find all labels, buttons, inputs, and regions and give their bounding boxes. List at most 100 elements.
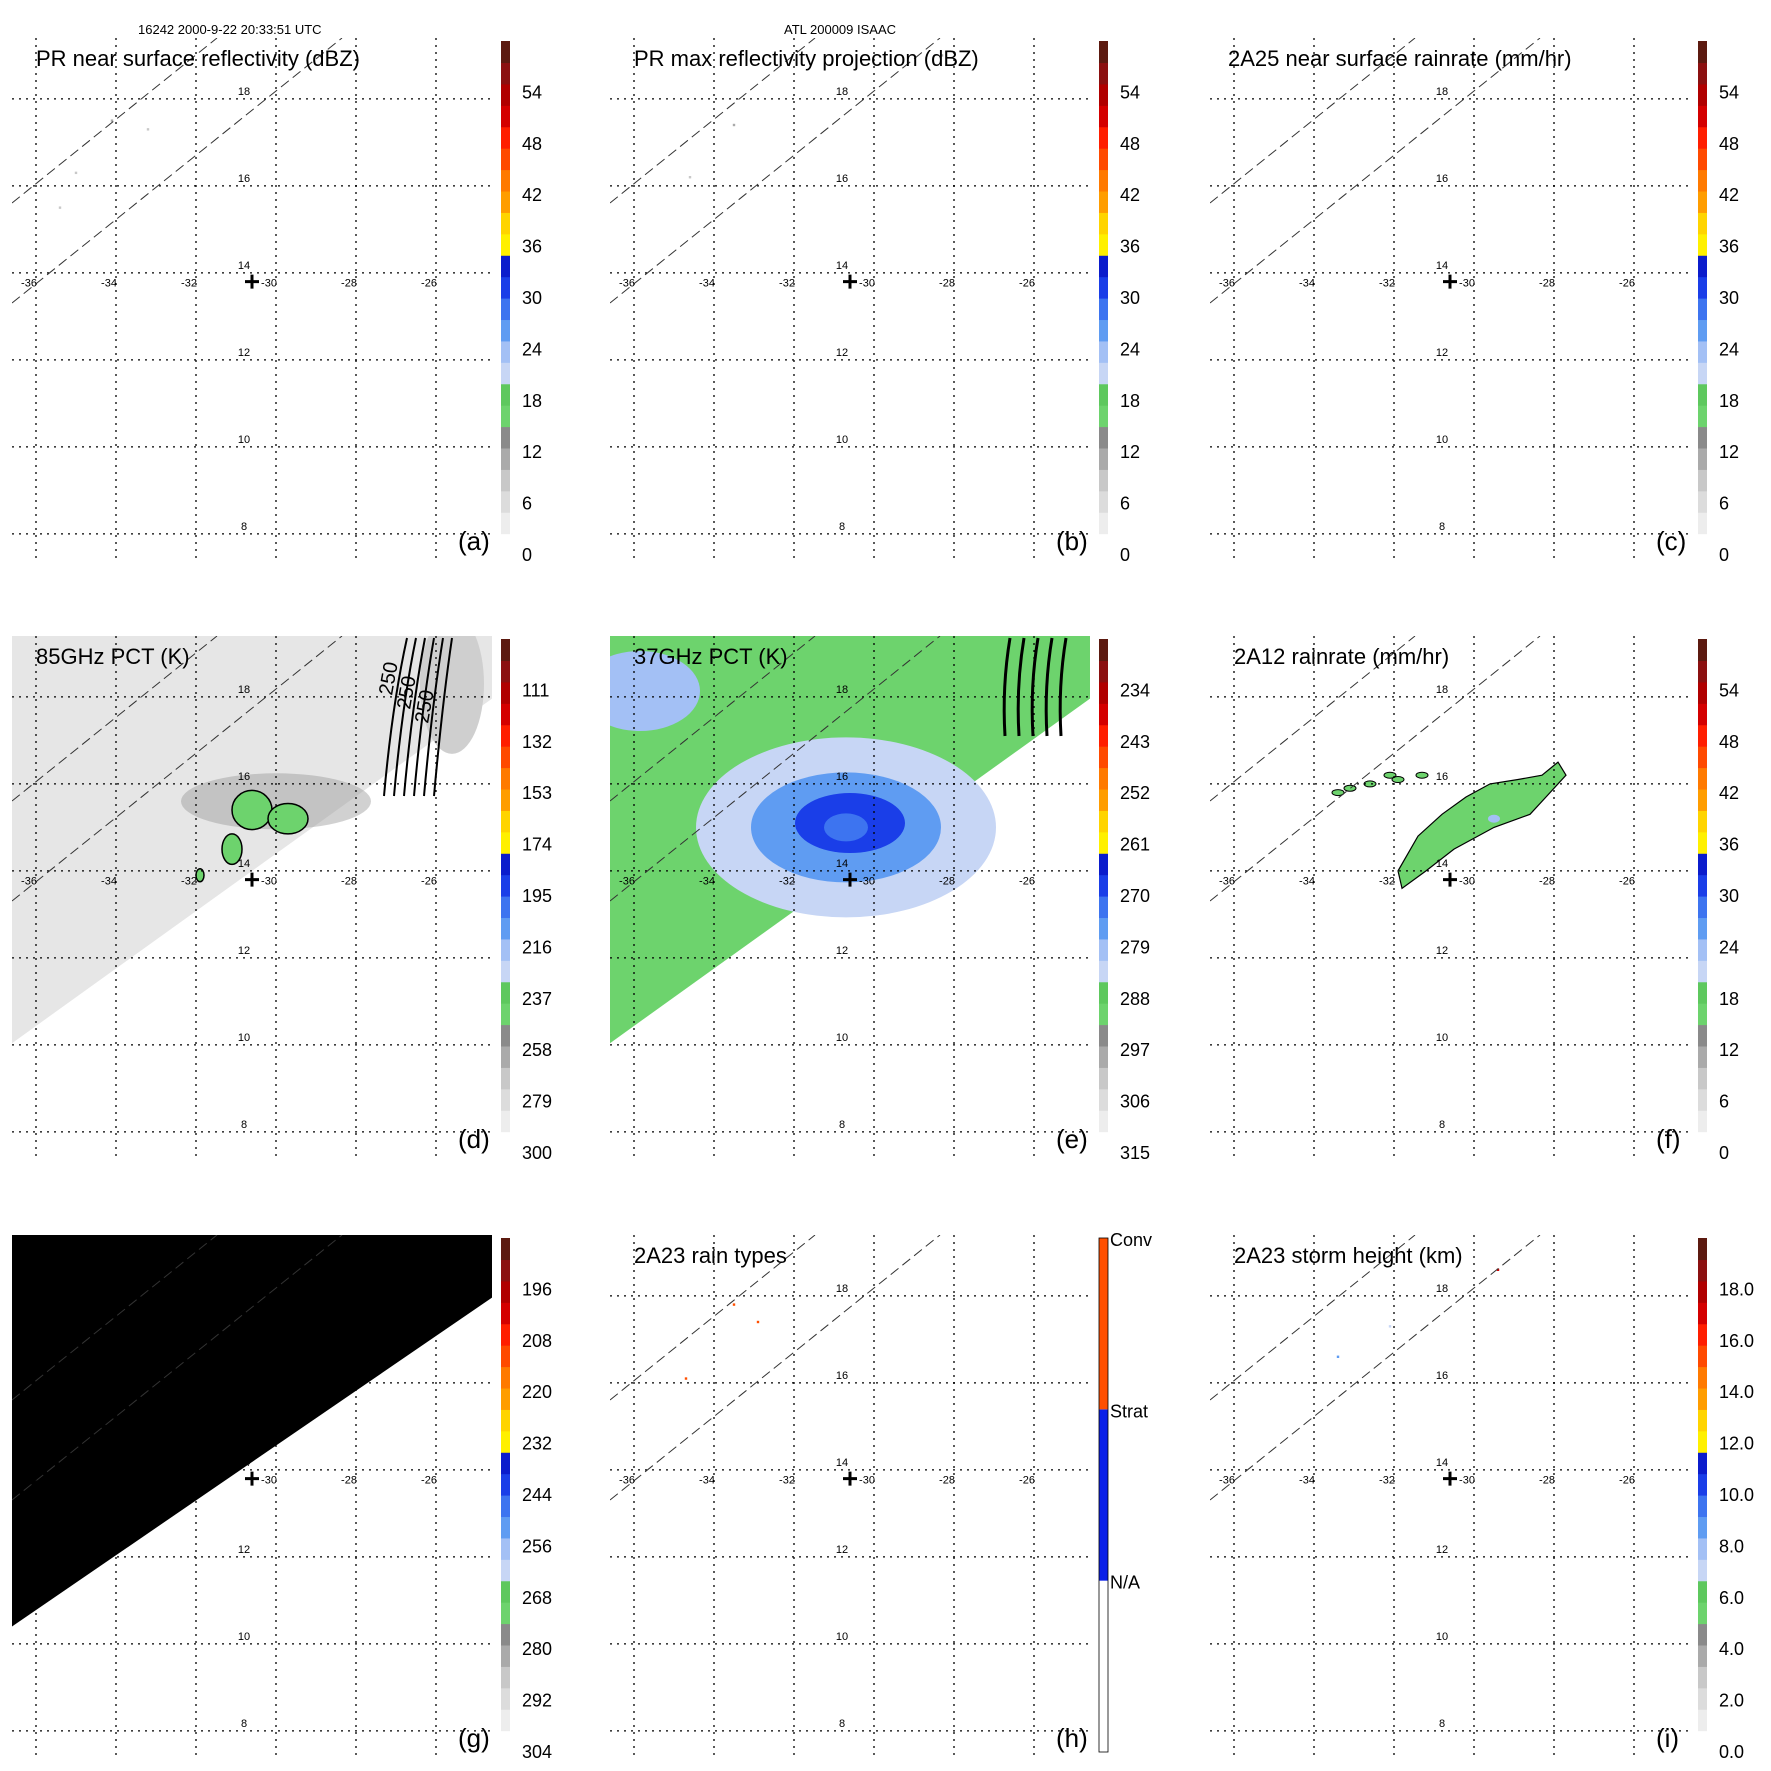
colorbar-label-6: 36 [522,237,542,257]
colorbar-seg-23 [1698,639,1707,662]
swath-edge-1 [12,636,218,802]
colorbar-seg-11 [1698,896,1707,919]
colorbar-label-9: 54 [522,82,542,102]
colorbar-label-3: 237 [522,989,552,1009]
panel-a: -36 -34 -32 -30 -28 -26 8 10 12 14 16 18 PR near sur… [12,38,542,565]
colorbar-b: 0 6 12 18 24 30 36 42 48 54 [1099,41,1140,565]
colorbar-seg-16 [1099,190,1108,213]
lon-tick-4: -28 [341,278,357,290]
colorbar-seg-2 [1698,1088,1707,1111]
colorbar-seg-7 [1698,981,1707,1004]
lon-tick-4: -28 [939,1475,955,1487]
panel-b-map: -36 -34 -32 -30 -28 -26 8 10 12 14 16 18 [610,38,1090,560]
lon-tick-1: -34 [699,876,715,888]
colorbar-seg-1 [1099,1110,1108,1133]
colorbar-label-8: 48 [1719,732,1739,752]
colorbar-d: 300 279 258 237 216 195 174 153 132 111 [501,639,552,1163]
panel-title-units-g: (K) [127,1243,162,1268]
panel-label-b: (b) [1056,526,1088,556]
colorbar-label-9: 54 [1719,680,1739,700]
colorbar-seg-5 [1099,426,1108,449]
panel-title-main-i: 2A23 storm height (km) [1234,1243,1463,1268]
colorbar-seg-1 [501,1709,510,1732]
edge-contour-4 [1058,637,1068,737]
lat-tick-3: 14 [1436,858,1448,870]
lon-tick-5: -26 [1019,1475,1035,1487]
lat-tick-2: 12 [238,945,250,957]
colorbar-seg-12 [1698,874,1707,897]
lat-tick-4: 16 [836,173,848,185]
rain-max [1488,814,1500,823]
panel-f: -36 -34 -32 -30 -28 -26 8 10 12 14 16 18 2A12 rainra… [1210,636,1739,1163]
colorbar-seg-23 [501,639,510,662]
lat-tick-0: 8 [1439,521,1445,533]
colorbar-seg-14 [1698,233,1707,256]
lat-tick-5: 18 [1436,684,1448,696]
colorbar-seg-22 [501,660,510,683]
colorbar-seg-11 [501,896,510,919]
panel-label-f: (f) [1656,1124,1681,1154]
lat-tick-4: 16 [1436,1370,1448,1382]
storm-center-marker [1443,274,1457,289]
colorbar-seg-2 [501,490,510,513]
panel-label-d: (d) [458,1124,490,1154]
colorbar-seg-18 [1099,148,1108,171]
colorbar-seg-16 [1698,190,1707,213]
panel-i-map: -36 -34 -32 -30 -28 -26 8 10 12 14 16 18 [1210,1235,1690,1757]
lon-tick-3: -30 [1459,278,1475,290]
lat-tick-2: 12 [836,347,848,359]
edge-contour-4 [423,637,444,797]
colorbar-seg-7 [1099,981,1108,1004]
panel-title-b: PR max reflectivity projection (dBZ) [634,46,979,71]
data-point-0 [732,1303,736,1306]
lat-tick-1: 10 [836,1032,848,1044]
colorbar-seg-8 [1698,960,1707,983]
colorbar-seg-2 [1698,1687,1707,1710]
lon-tick-0: -36 [1219,278,1235,290]
colorbar-seg-14 [1099,233,1108,256]
colorbar-seg-20 [1698,105,1707,128]
colorbar-seg-8 [501,960,510,983]
panel-g: -36 -34 -32 -30 -28 -26 8 10 12 14 16 18 VIRS Tch4 (… [12,1235,552,1762]
colorbar-seg-9 [501,340,510,363]
colorbar-seg-23 [1698,41,1707,64]
colorbar-label-3: 288 [1120,989,1150,1009]
colorbar-label-0: 0.0 [1719,1742,1744,1762]
swath-edge-2 [610,38,941,304]
colorbar-g: 304 292 280 268 256 244 232 220 208 196 [501,1238,552,1762]
swath-edge-1 [610,38,816,204]
colorbar-seg-13 [501,255,510,278]
colorbar-seg-11 [1099,298,1108,321]
colorbar-seg-22 [501,1259,510,1282]
lon-tick-2: -32 [1379,1475,1395,1487]
colorbar-seg-18 [501,1345,510,1368]
colorbar-seg-3 [1698,1067,1707,1090]
panel-title-h: 2A23 rain types [634,1243,787,1268]
cold-cloud-0 [231,789,273,831]
lon-tick-2: -32 [1379,278,1395,290]
panel-f-map: -36 -34 -32 -30 -28 -26 8 10 12 14 16 18 [1210,636,1690,1158]
colorbar-label-5: 244 [522,1485,552,1505]
data-point-3 [58,206,62,209]
lat-tick-5: 18 [238,1283,250,1295]
colorbar-label-9: 18.0 [1719,1279,1754,1299]
colorbar-seg-12 [1099,276,1108,299]
colorbar-seg-5 [1698,1623,1707,1646]
data-point-2 [1504,54,1508,57]
colorbar-seg-16 [501,190,510,213]
colorbar-label-8: 48 [1719,134,1739,154]
storm-center-marker [245,274,259,289]
lon-tick-0: -36 [1219,1475,1235,1487]
colorbar-seg-22 [1099,660,1108,683]
colorbar-seg-18 [1698,1345,1707,1368]
colorbar-label-1: 6 [1719,494,1729,514]
colorbar-seg-6 [1698,405,1707,428]
colorbar-seg-19 [1099,724,1108,747]
colorbar-seg-22 [1698,1259,1707,1282]
colorbar-label-3: 268 [522,1588,552,1608]
edge-contour-3 [413,637,435,797]
colorbar-seg-10 [1099,319,1108,342]
colorbar-seg-11 [501,298,510,321]
colorbar-seg-10 [1698,917,1707,940]
